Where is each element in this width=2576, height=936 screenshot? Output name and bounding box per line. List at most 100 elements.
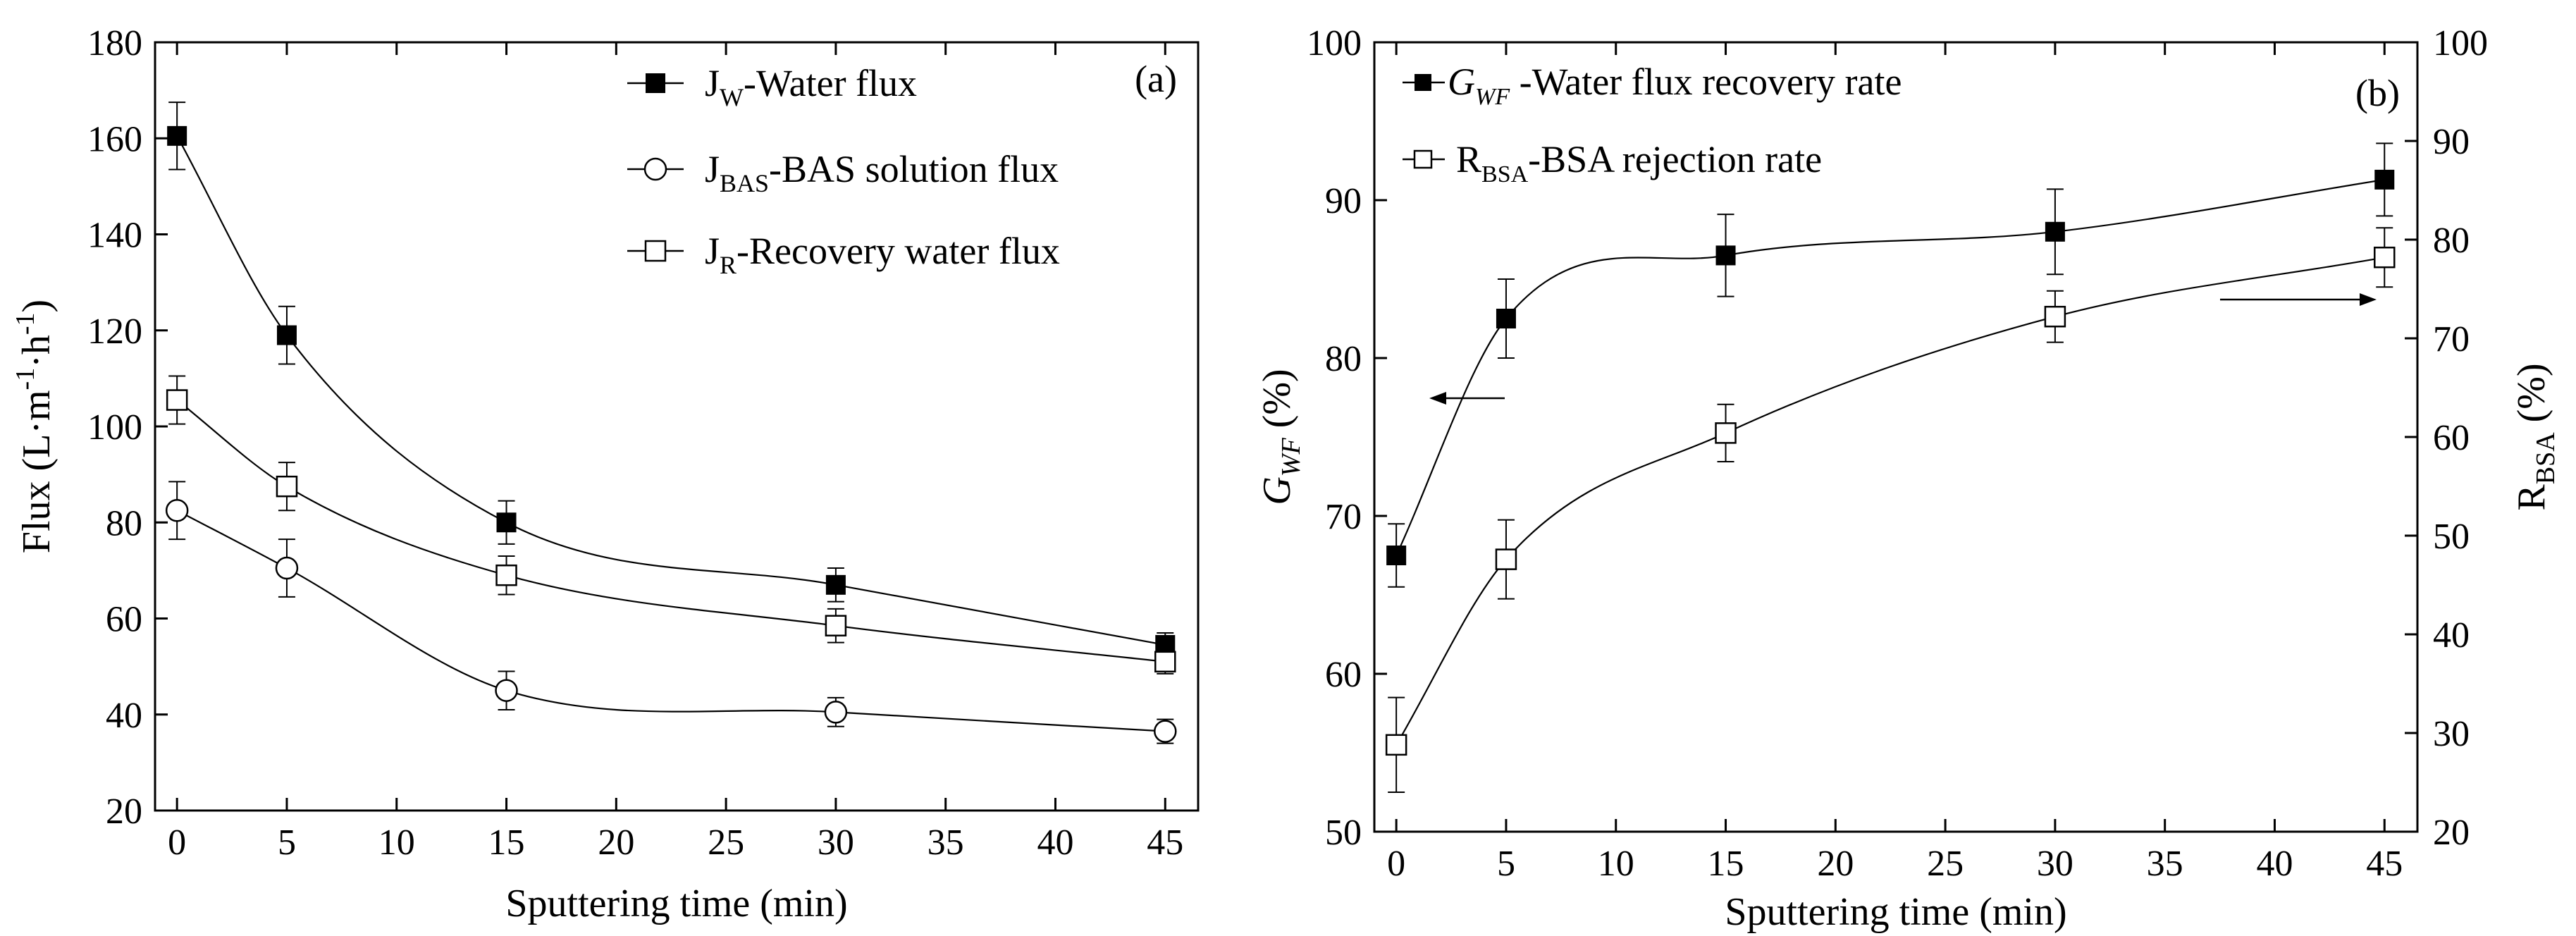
panel-b-right-ytick-label: 70: [2433, 319, 2470, 359]
panel-b-xtick-label: 0: [1387, 844, 1405, 884]
panel-b-right-ytick-label: 40: [2433, 615, 2470, 655]
panel-a-x-axis: 0 5 10 15 20 25 30 35 40 45: [168, 42, 1183, 863]
panel-b-left-y-axis: 50 60 70 80 90 100: [1307, 23, 1387, 853]
panel-a-y-axis: 20 40 60 80 100 120 140 160 180: [87, 23, 168, 832]
panel-a-xtick-label: 0: [168, 823, 186, 863]
panel-a-xtick-label: 5: [278, 823, 296, 863]
panel-b-right-ytick-label: 20: [2433, 813, 2470, 853]
panel-a-xlabel: Sputtering time (min): [505, 882, 847, 925]
panel-b-series-1-point: [1385, 734, 1407, 756]
svg-text:JW-Water flux: JW-Water flux: [705, 62, 917, 111]
panel-a-fit-curves: [176, 135, 1166, 732]
panel-b-right-y-axis: 20 30 40 50 60 70 80 90 100: [2405, 23, 2488, 853]
panel-b-left-ytick-label: 80: [1325, 339, 1362, 379]
panel-b-xtick-label: 20: [1817, 844, 1854, 884]
panel-a-xtick-label: 25: [708, 823, 744, 863]
panel-b-fit-curves: [1395, 178, 2385, 746]
panel-a-ytick-label: 160: [87, 119, 142, 159]
panel-b-series-0-point: [1386, 546, 1407, 565]
panel-a-series-0-point: [167, 125, 187, 146]
panel-a-series-0-point: [825, 574, 846, 595]
panel-a-series-0-point: [276, 325, 297, 345]
panel-b-right-ytick-label: 60: [2433, 418, 2470, 458]
panel-b-xtick-label: 10: [1598, 844, 1634, 884]
panel-a-ytick-label: 20: [106, 792, 142, 832]
panel-b-series-0-fit-curve: [1395, 178, 2385, 556]
panel-b-left-ytick-label: 70: [1325, 497, 1362, 537]
legend-item-rbsa: RBSA-BSA rejection rate: [1403, 138, 1822, 187]
panel-a-series-2-fit-curve: [176, 399, 1166, 663]
panel-a-data-points: [165, 101, 1177, 744]
panel-b-xtick-label: 15: [1708, 844, 1744, 884]
panel-a-series-2-point: [276, 475, 298, 498]
panel-a-ytick-label: 140: [87, 216, 142, 256]
panel-a-ytick-label: 100: [87, 407, 142, 448]
panel-b-xtick-label: 5: [1497, 844, 1515, 884]
panel-a-xtick-label: 15: [488, 823, 525, 863]
panel-b-left-ytick-label: 50: [1325, 813, 1362, 853]
right-axis-arrow: [2220, 293, 2377, 306]
panel-b-series-1-point: [1495, 548, 1517, 570]
panel-a-xtick-label: 30: [818, 823, 854, 863]
panel-a-series-2-point: [825, 615, 847, 636]
panel-a-ytick-label: 60: [106, 600, 142, 640]
panel-a-flux-chart: 0 5 10 15 20 25 30 35 40 45 20 40 60 80 100 120 140 160 1…: [11, 23, 1200, 925]
svg-text:JR-Recovery water flux: JR-Recovery water flux: [705, 230, 1060, 279]
panel-b-data-points: [1385, 142, 2396, 793]
panel-b-right-ytick-label: 50: [2433, 517, 2470, 557]
panel-a-ylabel: Flux (L·m-1·h-1): [11, 300, 58, 553]
panel-a-series-2-point: [1154, 651, 1176, 673]
panel-a-xtick-label: 40: [1037, 823, 1073, 863]
panel-a-series-1-fit-curve: [176, 510, 1166, 732]
svg-text:RBSA-BSA rejection rate: RBSA-BSA rejection rate: [1456, 138, 1822, 187]
left-axis-arrow: [1429, 392, 1505, 405]
panel-b-xtick-label: 25: [1927, 844, 1964, 884]
panel-a-series-0-point: [496, 512, 517, 533]
legend-item-jr: JR-Recovery water flux: [627, 230, 1060, 279]
panel-a-series-2-point: [495, 564, 517, 586]
panel-b-left-ytick-label: 90: [1325, 181, 1362, 221]
panel-b-right-ytick-label: 30: [2433, 714, 2470, 754]
panel-b-right-ytick-label: 100: [2433, 23, 2488, 63]
svg-text:JBAS-BAS solution flux: JBAS-BAS solution flux: [705, 148, 1059, 197]
panel-b-series-1-point: [1715, 422, 1737, 444]
panel-b-legend: GWF -Water flux recovery rate RBSA-BSA r…: [1403, 61, 1902, 187]
panel-a-series-0-fit-curve: [176, 135, 1166, 646]
panel-b-right-ytick-label: 90: [2433, 122, 2470, 162]
panel-a-xtick-label: 35: [928, 823, 964, 863]
panel-a-series-1-point: [275, 556, 299, 580]
panel-a-series-1-point: [1154, 720, 1177, 743]
panel-a-series-2-point: [166, 389, 188, 411]
panel-b-x-axis: 0 5 10 15 20 25 30 35 40 45: [1387, 42, 2403, 884]
panel-a-ytick-label: 180: [87, 23, 142, 63]
panel-b-series-0-point: [2045, 221, 2065, 242]
legend-item-gwf: GWF -Water flux recovery rate: [1403, 61, 1902, 110]
panel-b-left-ytick-label: 60: [1325, 655, 1362, 695]
panel-a-series-1-point: [165, 498, 189, 522]
panel-a-xtick-label: 10: [378, 823, 415, 863]
panel-b-recovery-rejection-chart: 0 5 10 15 20 25 30 35 40 45 50 60 70 80 90 100 20 30 40 5…: [1255, 23, 2560, 934]
panel-a-xtick-label: 20: [598, 823, 634, 863]
panel-a-ytick-label: 40: [106, 696, 142, 736]
legend-item-jw: JW-Water flux: [627, 62, 917, 111]
panel-b-xtick-label: 45: [2366, 844, 2403, 884]
panel-a-xtick-label: 45: [1147, 823, 1183, 863]
panel-b-series-0-point: [2374, 169, 2395, 190]
panel-b-xlabel: Sputtering time (min): [1725, 890, 2066, 934]
panel-a-ytick-label: 80: [106, 503, 142, 543]
panel-b-series-0-point: [1496, 309, 1516, 328]
panel-a-letter: (a): [1135, 58, 1177, 100]
panel-b-left-ylabel: GWF (%): [1255, 369, 1306, 505]
panel-b-right-ytick-label: 80: [2433, 221, 2470, 261]
panel-b-series-0-point: [1715, 245, 1736, 266]
panel-a-legend: JW-Water flux JBAS-BAS solution flux JR-…: [627, 62, 1060, 279]
panel-a-series-1-point: [495, 679, 518, 702]
panel-a-series-1-point: [824, 701, 848, 724]
panel-b-right-ylabel: RBSA (%): [2510, 363, 2560, 510]
panel-b-series-1-point: [2374, 246, 2396, 269]
panel-b-left-ytick-label: 100: [1307, 23, 1362, 63]
panel-b-xtick-label: 35: [2147, 844, 2183, 884]
panel-b-xtick-label: 30: [2037, 844, 2073, 884]
panel-a-ytick-label: 120: [87, 312, 142, 352]
